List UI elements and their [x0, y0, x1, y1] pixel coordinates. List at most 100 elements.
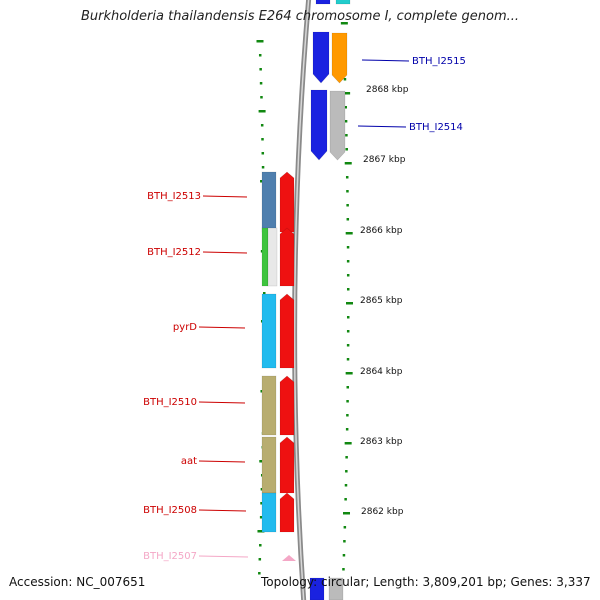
gene-partial-top[interactable]: [335, 0, 351, 5]
gene-leader-line: [202, 195, 248, 198]
gene-leader-line: [198, 401, 246, 404]
tick-mark: [345, 372, 353, 375]
gene-feature-reverse[interactable]: [261, 492, 277, 533]
genome-title: Burkholderia thailandensis E264 chromoso…: [80, 9, 520, 24]
gene-label[interactable]: BTH_I2514: [409, 122, 463, 133]
tick-mark: [346, 190, 349, 193]
gene-label[interactable]: BTH_I2507: [143, 551, 197, 562]
gene-label[interactable]: BTH_I2512: [147, 247, 201, 258]
gene-feature-forward[interactable]: [310, 89, 328, 161]
tick-mark: [346, 414, 349, 417]
kbp-tick-label: 2866 kbp: [360, 226, 403, 236]
gene-partial-bottom[interactable]: [309, 577, 325, 600]
tick-mark: [258, 558, 262, 561]
gene-leader-line: [361, 59, 410, 62]
gene-feature-reverse[interactable]: [261, 375, 277, 436]
tick-mark: [259, 82, 263, 85]
gene-cds-reverse[interactable]: [279, 293, 295, 369]
tick-mark: [343, 540, 346, 543]
tick-mark: [346, 316, 350, 319]
tick-mark: [346, 400, 349, 403]
gene-leader-line: [198, 326, 246, 329]
tick-mark: [258, 572, 261, 575]
tick-mark: [261, 138, 264, 141]
kbp-tick-label: 2864 kbp: [360, 367, 403, 377]
kbp-tick-label: 2867 kbp: [363, 155, 406, 165]
tick-mark: [344, 442, 352, 445]
gene-feature-forward[interactable]: [312, 31, 330, 84]
gene-feature-reverse[interactable]: [261, 171, 277, 233]
chromosome-backbone-highlight: [293, 0, 310, 600]
tick-mark: [345, 470, 348, 473]
gene-leader-line: [198, 460, 246, 463]
tick-mark: [344, 120, 348, 123]
tick-mark: [346, 344, 350, 347]
tick-mark: [343, 92, 351, 95]
gene-leader-line: [202, 251, 248, 254]
tick-mark: [260, 502, 263, 505]
gene-feature-reverse[interactable]: [261, 227, 269, 287]
gene-label[interactable]: BTH_I2508: [143, 505, 197, 516]
gene-cds-reverse[interactable]: [279, 436, 295, 494]
gene-label[interactable]: BTH_I2510: [143, 397, 197, 408]
gene-cds-reverse[interactable]: [279, 492, 295, 533]
gene-feature-reverse[interactable]: [261, 293, 277, 369]
gene-cds-reverse[interactable]: [279, 375, 295, 436]
tick-mark: [260, 488, 264, 491]
tick-mark: [345, 134, 348, 137]
tick-mark: [342, 554, 346, 557]
tick-mark: [340, 22, 348, 25]
tick-mark: [346, 246, 350, 249]
tick-mark: [344, 106, 347, 109]
gene-cds-reverse[interactable]: [282, 555, 296, 561]
tick-mark: [343, 512, 351, 515]
tick-mark: [344, 498, 347, 501]
tick-mark: [256, 40, 264, 43]
gene-feature-reverse[interactable]: [267, 227, 278, 287]
tick-mark: [257, 530, 265, 533]
tick-mark: [259, 516, 263, 519]
tick-mark: [258, 110, 266, 113]
gene-partial-top[interactable]: [315, 0, 331, 5]
gene-partial-bottom[interactable]: [328, 577, 344, 600]
kbp-tick-label: 2863 kbp: [360, 437, 403, 447]
tick-mark: [345, 148, 348, 151]
kbp-tick-label: 2865 kbp: [360, 296, 403, 306]
kbp-tick-label: 2862 kbp: [361, 507, 404, 517]
gene-feature-reverse[interactable]: [261, 436, 277, 494]
kbp-tick-label: 2868 kbp: [366, 85, 409, 95]
tick-mark: [346, 358, 350, 361]
tick-mark: [345, 302, 353, 305]
tick-mark: [258, 54, 262, 57]
gene-label[interactable]: pyrD: [173, 322, 197, 333]
gene-cds-reverse[interactable]: [279, 171, 295, 233]
tick-mark: [342, 568, 345, 571]
tick-mark: [344, 162, 352, 165]
tick-mark: [346, 330, 350, 333]
tick-mark: [346, 204, 349, 207]
tick-mark: [260, 96, 263, 99]
tick-mark: [261, 152, 265, 155]
tick-mark: [345, 456, 348, 459]
gene-leader-line: [357, 125, 407, 128]
tick-mark: [346, 386, 350, 389]
gene-leader-line: [198, 509, 247, 512]
tick-mark: [346, 260, 350, 263]
tick-mark: [259, 544, 262, 547]
tick-mark: [343, 78, 347, 81]
tick-mark: [344, 484, 348, 487]
tick-mark: [261, 166, 265, 169]
gene-label[interactable]: BTH_I2515: [412, 56, 466, 67]
tick-mark: [260, 124, 264, 127]
gene-cds-forward[interactable]: [331, 32, 348, 84]
tick-mark: [343, 526, 347, 529]
gene-label[interactable]: BTH_I2513: [147, 191, 201, 202]
topology-summary: Topology: circular; Length: 3,809,201 bp…: [261, 575, 591, 589]
tick-mark: [345, 176, 349, 179]
tick-mark: [345, 428, 349, 431]
gene-cds-forward[interactable]: [329, 90, 346, 161]
gene-cds-reverse[interactable]: [279, 227, 295, 287]
gene-label[interactable]: aat: [181, 456, 197, 467]
tick-mark: [259, 68, 262, 71]
